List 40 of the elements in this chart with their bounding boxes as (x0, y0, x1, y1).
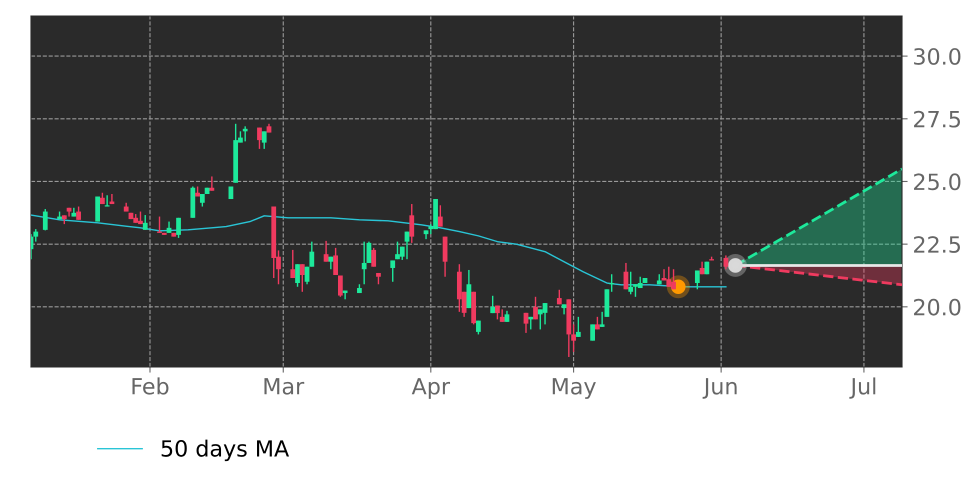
candlestick (576, 316, 581, 338)
candlestick (504, 310, 510, 323)
x-tick-label: May (552, 378, 596, 399)
y-tick-label: 22.5 (914, 236, 960, 253)
candlestick (142, 214, 148, 231)
candlestick (42, 208, 48, 232)
candlestick (694, 270, 700, 290)
y-tick-label: 27.5 (914, 110, 960, 128)
candlestick (200, 193, 205, 208)
candlestick (476, 320, 481, 336)
y-tick-label: 20.0 (914, 298, 960, 316)
candlestick (528, 316, 534, 330)
candlestick (556, 289, 562, 306)
x-tick-label: Feb (132, 377, 168, 395)
candlestick (524, 312, 528, 334)
candlestick (209, 176, 214, 192)
x-tick-label: Apr (412, 378, 450, 399)
candlestick (76, 206, 81, 221)
candlestick (724, 254, 728, 270)
candlestick (166, 220, 172, 234)
y-tick-label: 25.0 (914, 173, 960, 190)
candlestick (624, 262, 628, 290)
candlestick (490, 295, 496, 314)
candlestick (257, 126, 262, 150)
candlestick (466, 269, 472, 309)
candlestick (495, 304, 500, 320)
candlestick (571, 324, 576, 353)
x-tick-label: Jun (702, 378, 737, 399)
y-tick-label: 30.0 (914, 48, 960, 65)
candlestick (533, 296, 538, 320)
candlestick (176, 217, 181, 239)
candlestick (157, 216, 162, 234)
candlestick (704, 261, 710, 275)
legend-label: 50 days MA (162, 440, 290, 462)
candlestick (656, 274, 662, 285)
candlestick (262, 130, 267, 150)
candlestick (595, 316, 600, 330)
x-tick-label: Mar (264, 378, 304, 395)
x-tick-label: Jul (849, 377, 876, 399)
candlestick (700, 261, 704, 275)
